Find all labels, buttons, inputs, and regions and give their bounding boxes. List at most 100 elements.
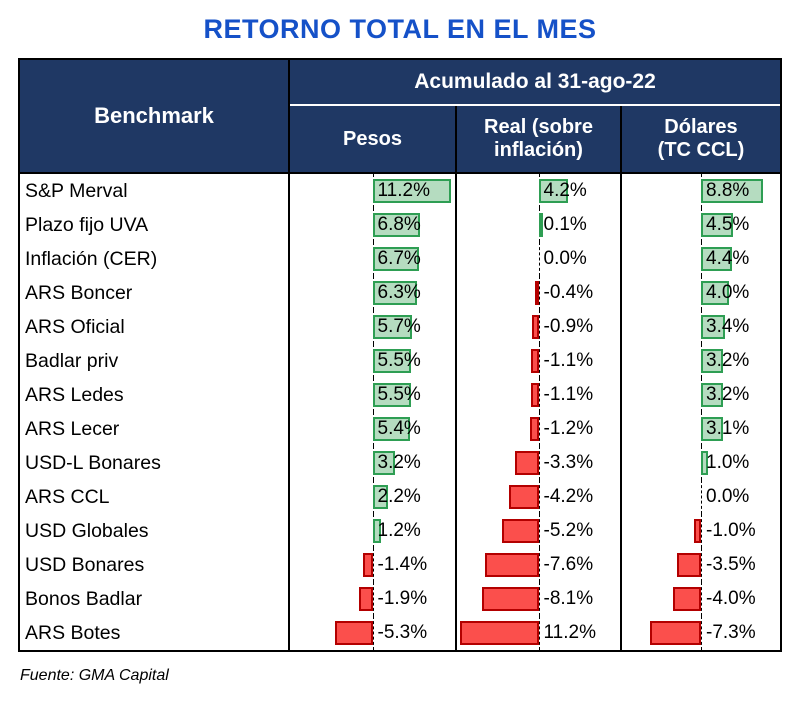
value-label: 11.2% bbox=[377, 180, 430, 201]
positive-bar bbox=[538, 179, 568, 203]
bar-cell: -5.2% bbox=[455, 514, 620, 548]
bar-cell: -4.2% bbox=[455, 480, 620, 514]
value-label: 6.3% bbox=[377, 282, 421, 303]
zero-line bbox=[538, 412, 540, 446]
benchmark-label: ARS Boncer bbox=[20, 276, 290, 310]
bar-cell: 4.5% bbox=[620, 208, 780, 242]
value-label: -1.4% bbox=[377, 554, 428, 575]
value-label: -8.1% bbox=[543, 588, 594, 609]
value-label: -1.1% bbox=[543, 384, 594, 405]
bar-cell: -7.6% bbox=[455, 548, 620, 582]
benchmark-label: USD Bonares bbox=[20, 548, 290, 582]
bar-cell: -5.3% bbox=[290, 616, 455, 650]
positive-bar bbox=[372, 519, 381, 543]
value-label: 5.5% bbox=[377, 350, 421, 371]
negative-bar bbox=[676, 553, 701, 577]
bar-cell: -3.3% bbox=[455, 446, 620, 480]
bar-cell: 4.0% bbox=[620, 276, 780, 310]
bar-cell: -7.3% bbox=[620, 616, 780, 650]
positive-bar bbox=[701, 179, 763, 203]
value-label: -1.9% bbox=[377, 588, 428, 609]
positive-bar bbox=[701, 383, 724, 407]
bar-cell: 5.4% bbox=[290, 412, 455, 446]
zero-line bbox=[701, 480, 702, 514]
negative-bar bbox=[532, 315, 539, 339]
bar-cell: 11.2% bbox=[455, 616, 620, 650]
zero-line bbox=[372, 616, 374, 650]
value-label: 3.2% bbox=[706, 350, 750, 371]
benchmark-label: USD-L Bonares bbox=[20, 446, 290, 480]
zero-line bbox=[538, 514, 540, 548]
positive-bar bbox=[372, 485, 388, 509]
bar-cell: -8.1% bbox=[455, 582, 620, 616]
value-label: 4.5% bbox=[706, 214, 750, 235]
positive-bar bbox=[372, 349, 411, 373]
value-label: -7.6% bbox=[543, 554, 594, 575]
bar-cell: 0.0% bbox=[620, 480, 780, 514]
value-label: 3.2% bbox=[706, 384, 750, 405]
bar-cell: 8.8% bbox=[620, 174, 780, 208]
value-label: 4.0% bbox=[706, 282, 750, 303]
value-label: -0.9% bbox=[543, 316, 594, 337]
positive-bar bbox=[701, 281, 729, 305]
column-header-real: Real (sobre inflación) bbox=[455, 106, 620, 174]
bar-cell: 4.4% bbox=[620, 242, 780, 276]
negative-bar bbox=[359, 587, 373, 611]
benchmark-label: ARS CCL bbox=[20, 480, 290, 514]
negative-bar bbox=[362, 553, 373, 577]
positive-bar bbox=[372, 179, 451, 203]
zero-line bbox=[538, 344, 540, 378]
negative-bar bbox=[534, 281, 539, 305]
negative-bar bbox=[649, 621, 701, 645]
zero-line bbox=[701, 582, 702, 616]
value-label: -1.0% bbox=[706, 520, 756, 541]
bar-cell: 3.2% bbox=[290, 446, 455, 480]
negative-bar bbox=[509, 485, 539, 509]
bar-cell: 6.7% bbox=[290, 242, 455, 276]
zero-line bbox=[538, 480, 540, 514]
positive-bar bbox=[538, 213, 543, 237]
zero-line bbox=[372, 548, 374, 582]
value-label: 4.4% bbox=[706, 248, 750, 269]
value-label: -4.0% bbox=[706, 588, 756, 609]
benchmark-label: Bonos Badlar bbox=[20, 582, 290, 616]
positive-bar bbox=[372, 315, 413, 339]
positive-bar bbox=[372, 213, 421, 237]
zero-line bbox=[701, 514, 702, 548]
value-label: -5.3% bbox=[377, 622, 428, 643]
bar-cell: -1.2% bbox=[455, 412, 620, 446]
zero-line bbox=[538, 242, 540, 276]
benchmark-label: Plazo fijo UVA bbox=[20, 208, 290, 242]
bar-cell: -1.9% bbox=[290, 582, 455, 616]
benchmark-label: ARS Oficial bbox=[20, 310, 290, 344]
zero-line bbox=[701, 616, 702, 650]
positive-bar bbox=[372, 247, 420, 271]
bar-cell: -0.9% bbox=[455, 310, 620, 344]
zero-line bbox=[701, 548, 702, 582]
bar-cell: 6.3% bbox=[290, 276, 455, 310]
zero-line bbox=[538, 582, 540, 616]
value-label: 6.7% bbox=[377, 248, 421, 269]
positive-bar bbox=[372, 417, 411, 441]
positive-bar bbox=[701, 349, 724, 373]
bar-cell: -1.1% bbox=[455, 344, 620, 378]
negative-bar bbox=[673, 587, 701, 611]
bar-cell: 6.8% bbox=[290, 208, 455, 242]
zero-line bbox=[538, 378, 540, 412]
value-label: 3.2% bbox=[377, 452, 421, 473]
positive-bar bbox=[372, 451, 395, 475]
returns-table: Benchmark Acumulado al 31-ago-22 Pesos R… bbox=[18, 58, 782, 652]
bar-cell: 3.2% bbox=[620, 344, 780, 378]
group-header: Acumulado al 31-ago-22 bbox=[290, 60, 780, 106]
bar-cell: 5.5% bbox=[290, 378, 455, 412]
value-label: -1.1% bbox=[543, 350, 594, 371]
positive-bar bbox=[701, 451, 708, 475]
value-label: -1.2% bbox=[543, 418, 594, 439]
negative-bar bbox=[460, 621, 539, 645]
negative-bar bbox=[515, 451, 539, 475]
bar-cell: 0.1% bbox=[455, 208, 620, 242]
benchmark-label: ARS Lecer bbox=[20, 412, 290, 446]
zero-line bbox=[538, 548, 540, 582]
value-label: -3.5% bbox=[706, 554, 756, 575]
bar-cell: 5.7% bbox=[290, 310, 455, 344]
